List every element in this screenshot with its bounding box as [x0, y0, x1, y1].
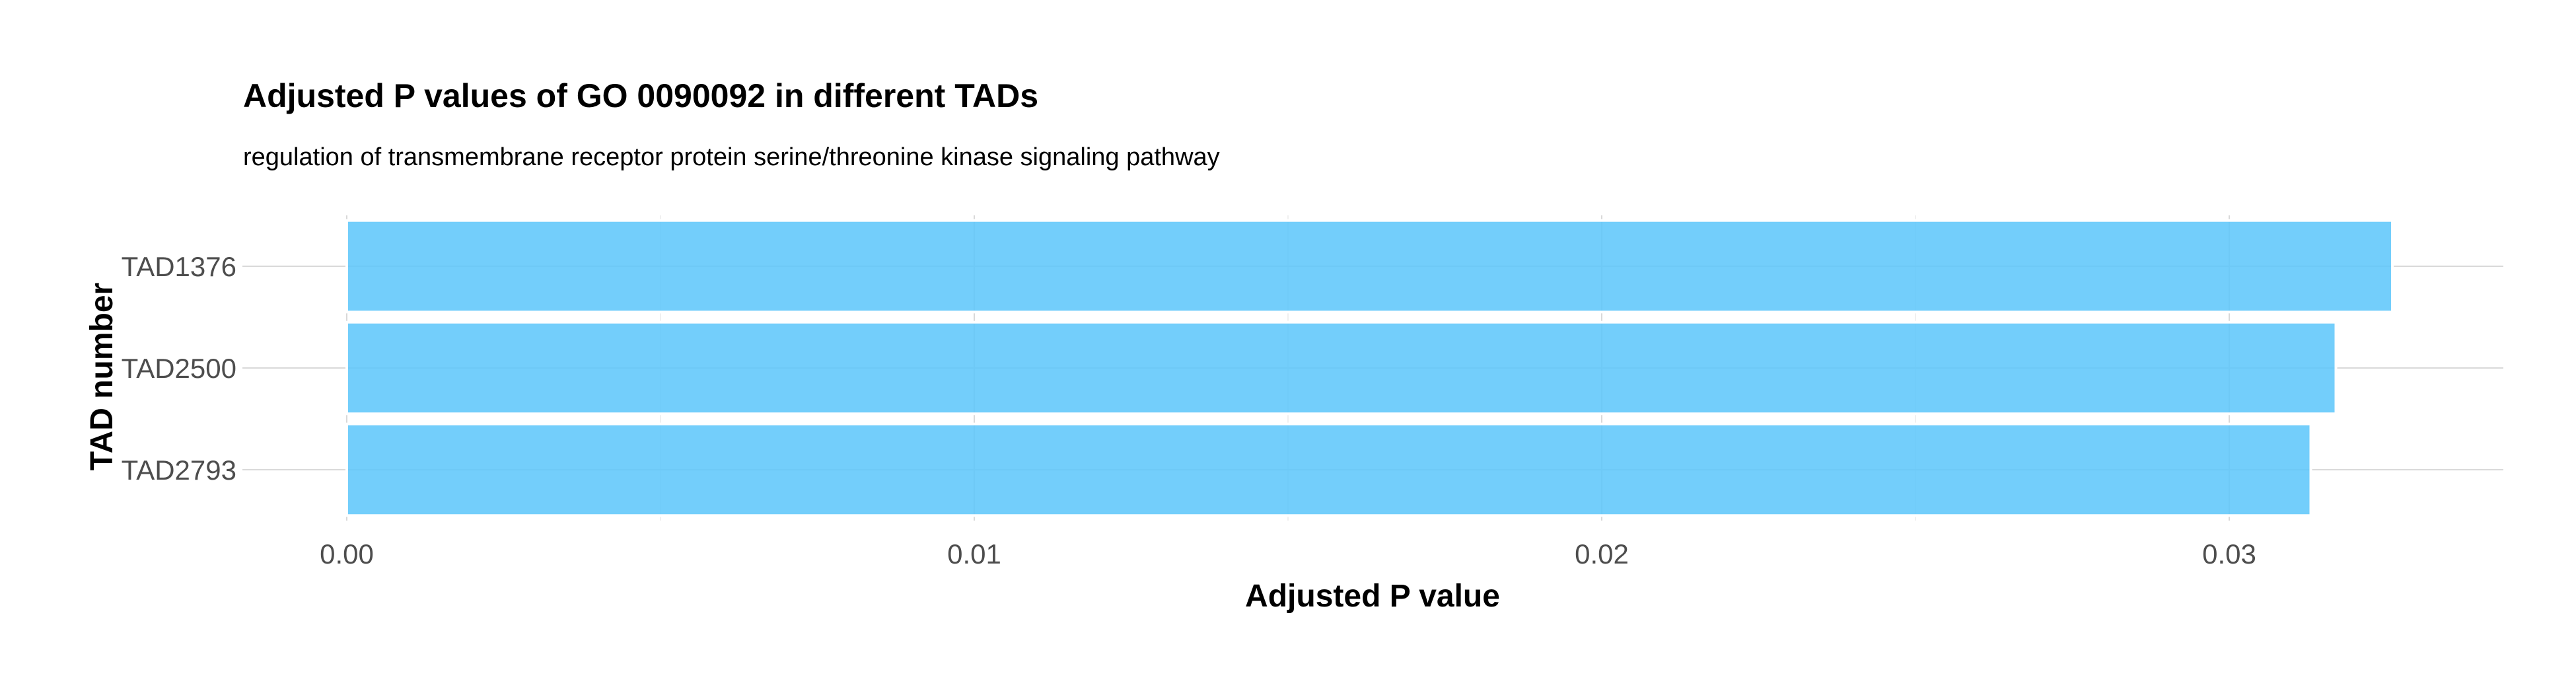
y-tick-label: TAD2793 — [122, 455, 236, 486]
y-tick-label: TAD1376 — [122, 251, 236, 282]
x-tick-label: 0.01 — [947, 538, 1001, 569]
x-axis-title: Adjusted P value — [1245, 579, 1500, 614]
chart-subtitle: regulation of transmembrane receptor pro… — [243, 143, 1220, 171]
x-tick-label: 0.00 — [320, 538, 374, 569]
bars — [345, 219, 2394, 517]
x-axis-tick-labels: 0.00 0.01 0.02 0.03 — [320, 538, 2256, 569]
bar-tad2500 — [345, 320, 2338, 416]
bar-tad1376 — [345, 219, 2394, 314]
x-tick-label: 0.02 — [1575, 538, 1629, 569]
y-tick-label: TAD2500 — [122, 353, 236, 384]
x-tick-label: 0.03 — [2202, 538, 2256, 569]
bar-tad2793 — [345, 422, 2312, 517]
y-axis-title: TAD number — [85, 283, 120, 470]
y-axis-tick-labels: TAD1376 TAD2500 TAD2793 — [122, 251, 236, 486]
chart-title: Adjusted P values of GO 0090092 in diffe… — [243, 77, 1038, 114]
